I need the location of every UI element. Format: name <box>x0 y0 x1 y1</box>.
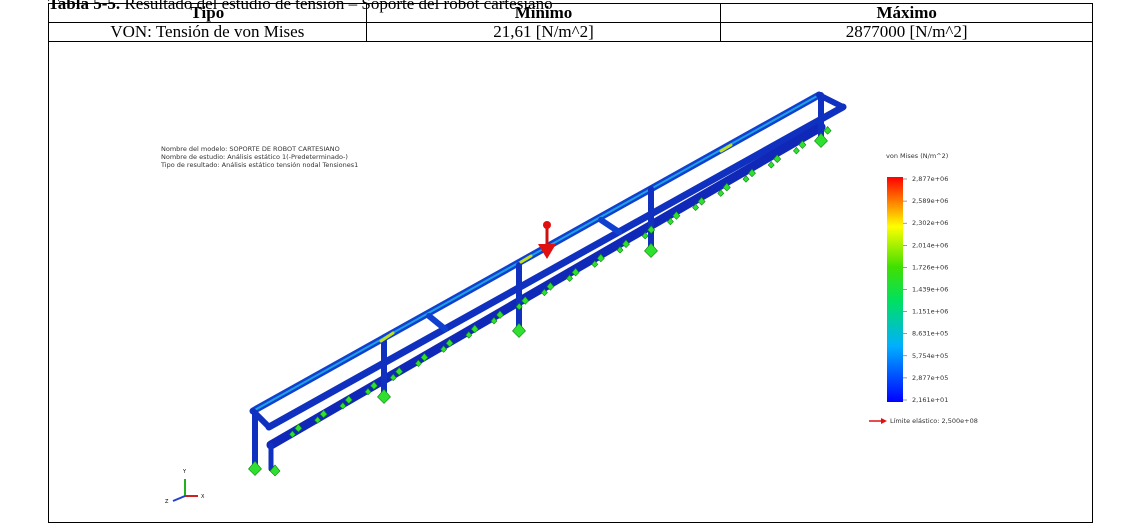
frame-model <box>253 95 843 469</box>
figure-cell: Nombre del modelo: SOPORTE DE ROBOT CART… <box>49 42 1093 523</box>
fixture <box>768 161 774 168</box>
legend-label: 2,014e+06 <box>912 241 948 249</box>
legend-label: 2,877e+06 <box>912 175 948 183</box>
cell: VON: Tensión de von Mises <box>49 23 367 42</box>
data-row: VON: Tensión de von Mises 21,61 [N/m^2] … <box>49 23 1093 42</box>
fixture <box>793 147 799 154</box>
legend-label: 1,151e+06 <box>912 308 948 316</box>
header-cell: Tipo <box>49 4 367 23</box>
legend-label: 8,631e+05 <box>912 330 948 338</box>
cell: 2877000 [N/m^2] <box>721 23 1093 42</box>
legend-label: 1,726e+06 <box>912 263 948 271</box>
model-info: Tipo de resultado: Análisis estático ten… <box>160 161 358 169</box>
axis-label: Y <box>182 469 187 475</box>
legend-label: 2,302e+06 <box>912 219 948 227</box>
cell: 21,61 [N/m^2] <box>366 23 721 42</box>
fixture <box>513 323 526 337</box>
fixtures <box>249 127 832 476</box>
fixture <box>378 389 391 403</box>
fixture <box>249 461 262 475</box>
header-cell: Mínimo <box>366 4 721 23</box>
triad: Y X Z <box>165 469 205 505</box>
yield-arrow-head <box>881 418 887 424</box>
color-bar <box>887 177 903 402</box>
axis-label: X <box>201 494 205 500</box>
page: Tabla 5-5. Resultado del estudio de tens… <box>0 0 1139 523</box>
model-info: Nombre del modelo: SOPORTE DE ROBOT CART… <box>161 145 340 153</box>
fixture <box>645 243 658 257</box>
legend-label: 1,439e+06 <box>912 286 948 294</box>
legend-label: 2,589e+06 <box>912 197 948 205</box>
yield-label: Límite elástico: 2,500e+08 <box>890 417 978 425</box>
result-table: Tipo Mínimo Máximo VON: Tensión de von M… <box>48 3 1093 523</box>
model-info: Nombre de estudio: Análisis estático 1(-… <box>161 153 348 161</box>
legend-label: 5,754e+05 <box>912 352 948 360</box>
legend-label: 2,161e+01 <box>912 396 948 404</box>
header-row: Tipo Mínimo Máximo <box>49 4 1093 23</box>
fixture <box>815 133 828 147</box>
axis-label: Z <box>165 499 169 505</box>
legend-label: 2,877e+05 <box>912 374 948 382</box>
legend-title: von Mises (N/m^2) <box>886 152 948 160</box>
stress-figure: Nombre del modelo: SOPORTE DE ROBOT CART… <box>49 42 1092 522</box>
header-cell: Máximo <box>721 4 1093 23</box>
